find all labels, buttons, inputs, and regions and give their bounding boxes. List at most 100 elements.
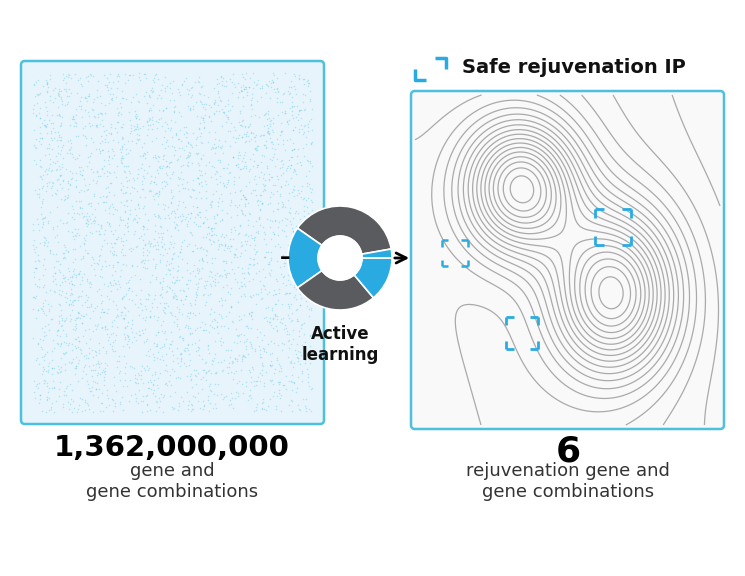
Point (140, 350, 152, 359)
Point (248, 381, 260, 390)
Point (182, 89, 194, 98)
Point (238, 279, 250, 289)
Point (151, 398, 163, 407)
Point (286, 371, 298, 380)
Point (272, 204, 284, 214)
Point (34, 256, 45, 266)
Point (83, 361, 95, 370)
Point (78, 240, 90, 249)
Point (107, 249, 119, 259)
Point (183, 147, 195, 157)
Point (291, 353, 302, 362)
Point (197, 116, 209, 125)
Point (204, 290, 216, 299)
Point (232, 331, 244, 340)
Point (104, 295, 115, 304)
Point (219, 240, 231, 249)
Point (94, 229, 106, 238)
Point (111, 363, 123, 372)
Point (115, 148, 127, 157)
Point (206, 231, 218, 240)
Point (99, 206, 111, 215)
Point (199, 104, 211, 113)
Point (210, 174, 222, 183)
Point (283, 82, 295, 92)
Point (116, 215, 128, 225)
Point (221, 164, 232, 173)
Point (197, 244, 209, 253)
Point (196, 139, 208, 148)
Point (82, 185, 94, 194)
Point (249, 236, 261, 245)
Point (252, 196, 264, 205)
Point (86, 229, 98, 238)
Point (232, 283, 244, 293)
Point (217, 149, 229, 158)
Point (236, 121, 248, 130)
Point (28, 245, 40, 254)
Point (172, 225, 184, 234)
Point (139, 241, 151, 250)
Point (118, 315, 130, 324)
Point (190, 149, 202, 158)
Point (72, 404, 84, 414)
Point (28, 294, 40, 303)
Point (116, 132, 128, 141)
Point (250, 143, 262, 153)
Point (38, 309, 50, 318)
Point (110, 301, 121, 310)
Point (99, 358, 111, 367)
Point (204, 399, 216, 408)
Point (83, 384, 95, 393)
Point (54, 301, 66, 310)
Point (182, 284, 194, 293)
Point (230, 331, 242, 340)
Point (184, 323, 196, 332)
Point (173, 187, 185, 196)
Point (72, 292, 84, 301)
Point (261, 367, 273, 376)
Point (295, 114, 307, 123)
Point (176, 254, 188, 263)
Point (92, 369, 104, 378)
Point (288, 358, 300, 367)
Point (65, 288, 77, 297)
Point (212, 141, 224, 150)
Point (130, 89, 142, 98)
Point (180, 132, 192, 142)
Point (72, 313, 84, 322)
Point (137, 221, 149, 230)
Point (31, 135, 42, 144)
Point (112, 69, 124, 78)
Point (282, 270, 294, 279)
Point (67, 111, 79, 120)
Point (287, 228, 299, 237)
Point (86, 165, 98, 174)
Point (101, 325, 113, 334)
Point (235, 165, 247, 174)
Point (279, 290, 291, 299)
Point (31, 75, 43, 85)
Point (60, 365, 72, 374)
Point (200, 180, 212, 189)
Point (226, 357, 238, 366)
Point (164, 79, 176, 88)
Point (268, 149, 280, 158)
Point (159, 326, 171, 335)
Point (160, 378, 172, 388)
Point (46, 191, 58, 200)
Point (206, 322, 218, 331)
Point (228, 123, 240, 132)
Point (249, 143, 261, 153)
Point (34, 114, 46, 123)
Point (223, 369, 235, 378)
Point (288, 125, 299, 134)
Point (81, 185, 93, 195)
Point (34, 162, 45, 171)
Point (107, 147, 119, 156)
Point (303, 222, 315, 231)
Point (196, 317, 208, 327)
Point (101, 262, 112, 271)
Text: Safe rejuvenation IP: Safe rejuvenation IP (462, 58, 685, 77)
Point (31, 314, 42, 323)
